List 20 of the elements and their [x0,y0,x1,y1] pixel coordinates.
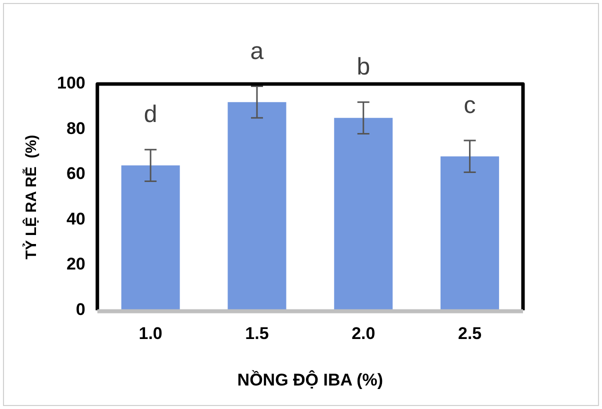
x-tick-label: 1.5 [245,324,269,344]
y-tick-label: 80 [66,118,86,138]
annotation: a [250,38,264,65]
x-tick-label: 2.5 [458,324,482,344]
x-axis-title: NỒNG ĐỘ IBA (%) [237,369,384,390]
annotation: c [464,92,476,120]
y-tick-label: 100 [56,74,86,93]
y-tick-label: 60 [66,164,86,184]
x-tick-label: 1.0 [138,324,162,344]
annotation: d [144,101,158,128]
x-tick-label: 2.0 [352,324,376,344]
bar [334,118,393,310]
bar [228,102,286,310]
y-tick-label: 40 [66,209,86,228]
y-tick-label: 20 [66,254,86,274]
y-tick-label: 0 [76,300,86,319]
bar [121,165,180,310]
y-axis-title: TỶ LỆ RA RỄ (%) [22,134,40,260]
annotation: b [356,54,370,81]
bar [440,156,500,310]
